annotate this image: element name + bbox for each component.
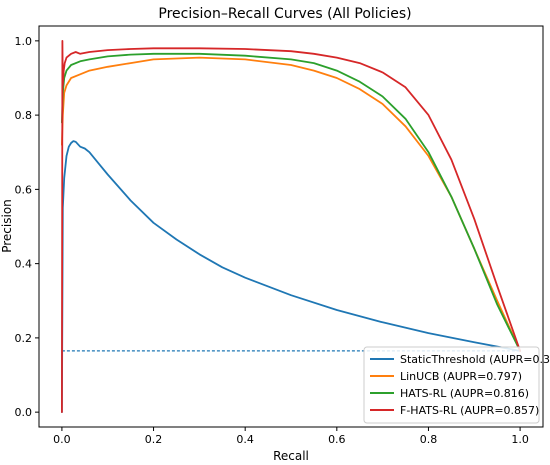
plot-frame bbox=[38, 25, 544, 428]
series-line-1 bbox=[61, 140, 521, 414]
y-tick-label: 0.0 bbox=[15, 406, 33, 419]
x-tick-label: 0.2 bbox=[145, 433, 163, 446]
legend-label: F-HATS-RL (AUPR=0.857) bbox=[400, 404, 539, 417]
x-axis-label: Recall bbox=[273, 449, 309, 463]
y-tick-label: 0.2 bbox=[15, 332, 33, 345]
x-axis: 0.0 0.2 0.4 0.6 0.8 1.0 bbox=[53, 427, 529, 446]
legend: StaticThreshold (AUPR=0.356) LinUCB (AUPR… bbox=[363, 346, 550, 424]
legend-label: StaticThreshold (AUPR=0.356) bbox=[400, 353, 550, 366]
legend-box bbox=[363, 346, 540, 424]
x-tick-label: 0.6 bbox=[328, 433, 346, 446]
x-tick-label: 1.0 bbox=[511, 433, 529, 446]
series-line-3 bbox=[61, 52, 521, 352]
plot-area bbox=[38, 25, 544, 428]
x-tick-label: 0.0 bbox=[53, 433, 71, 446]
y-tick-label: 0.4 bbox=[15, 258, 33, 271]
series-line-4 bbox=[61, 40, 521, 414]
series-line-2 bbox=[61, 56, 521, 352]
x-tick-label: 0.4 bbox=[236, 433, 254, 446]
series-layer bbox=[61, 40, 521, 414]
y-axis-label: Precision bbox=[0, 199, 14, 253]
y-tick-label: 1.0 bbox=[15, 35, 33, 48]
chart-title: Precision–Recall Curves (All Policies) bbox=[158, 6, 411, 22]
y-tick-label: 0.8 bbox=[15, 109, 33, 122]
legend-label: HATS-RL (AUPR=0.816) bbox=[400, 387, 529, 400]
legend-items: StaticThreshold (AUPR=0.356) LinUCB (AUPR… bbox=[370, 353, 550, 417]
legend-label: LinUCB (AUPR=0.797) bbox=[400, 370, 522, 383]
y-tick-label: 0.6 bbox=[15, 183, 33, 196]
x-tick-label: 0.8 bbox=[420, 433, 438, 446]
y-axis: 0.0 0.2 0.4 0.6 0.8 1.0 bbox=[15, 35, 39, 419]
